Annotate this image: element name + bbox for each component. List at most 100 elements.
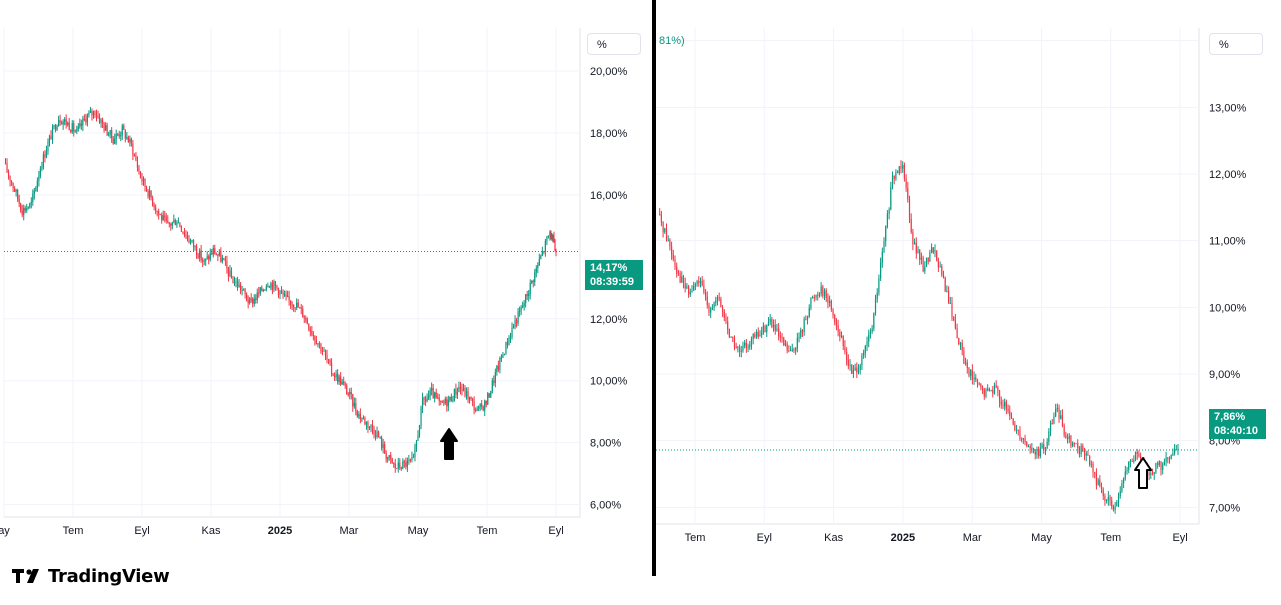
right-candle-body — [1168, 458, 1171, 460]
right-candle-body — [749, 344, 751, 347]
right-candle-body — [920, 257, 922, 260]
right-chart-canvas[interactable]: 14,00%13,00%12,00%11,00%10,00%9,00%8,00%… — [656, 0, 1281, 545]
left-chart-panel[interactable]: 20,00% 18,00% 16,00% 12,00% 10,00% 8,00% 6,00%… — [0, 0, 652, 545]
right-candle-body — [755, 331, 758, 338]
left-candle-body — [432, 388, 434, 399]
right-candle-body — [1134, 451, 1137, 461]
right-candle-body — [720, 298, 722, 308]
left-candle-body — [285, 294, 287, 297]
right-candle-body — [745, 342, 747, 349]
left-candle-body — [112, 138, 114, 144]
left-candle-body — [100, 119, 102, 123]
right-candle-body — [818, 293, 821, 296]
left-candle-body — [494, 372, 496, 383]
right-y-tick-label: 13,00% — [1209, 102, 1247, 114]
right-candle-body — [784, 343, 787, 346]
left-candle-body — [280, 290, 283, 293]
tradingview-logo[interactable]: TradingView — [12, 566, 170, 587]
left-candle-body — [468, 396, 471, 400]
left-candle-body — [139, 171, 142, 179]
right-percent-scale-button[interactable]: % — [1209, 33, 1263, 55]
left-candle-body — [38, 176, 40, 182]
right-candle-body — [954, 319, 956, 329]
left-candle-body — [438, 397, 440, 401]
left-last-price-tag: 14,17% 08:39:59 — [585, 260, 643, 290]
right-candle-body — [725, 317, 727, 322]
right-candle-body — [927, 257, 929, 262]
left-up-arrow-icon — [440, 428, 458, 460]
left-candle-body — [359, 414, 361, 420]
left-candle-body — [229, 270, 231, 277]
left-candle-body — [374, 434, 377, 437]
right-candle-body — [1165, 457, 1167, 462]
left-candle-body — [355, 402, 357, 412]
right-candle-body — [676, 266, 678, 274]
left-candle-body — [318, 343, 321, 345]
left-candle-body — [364, 418, 366, 425]
left-y-tick-label: 16,00% — [590, 190, 628, 202]
right-chart-panel[interactable]: 14,00%13,00%12,00%11,00%10,00%9,00%8,00%… — [656, 0, 1281, 545]
left-candle-body — [94, 111, 96, 116]
left-candle-body — [417, 435, 419, 441]
left-chart-canvas[interactable]: 20,00% 18,00% 16,00% 12,00% 10,00% 8,00% 6,00%… — [0, 0, 652, 545]
left-candle-body — [168, 222, 170, 225]
left-candle-body — [70, 130, 72, 132]
left-candle-body — [496, 366, 498, 373]
left-candle-body — [217, 254, 219, 256]
left-candle-body — [20, 203, 22, 211]
left-candle-body — [411, 457, 413, 460]
left-candle-body — [233, 282, 236, 284]
right-candle-body — [975, 377, 977, 380]
right-candle-body — [900, 166, 902, 169]
right-candle-body — [1039, 448, 1041, 457]
right-candle-body — [985, 389, 987, 397]
left-candle-body — [30, 201, 32, 204]
left-candle-body — [4, 163, 7, 165]
right-candle-body — [793, 349, 795, 351]
left-candle-body — [136, 160, 139, 168]
left-candle-body — [373, 429, 375, 435]
right-candle-body — [708, 304, 710, 313]
right-candle-body — [842, 335, 844, 346]
left-candle-body — [98, 116, 101, 123]
right-candle-body — [1087, 453, 1089, 456]
left-candle-body — [452, 400, 454, 402]
left-candle-body — [203, 260, 205, 262]
right-candle-body — [919, 249, 921, 260]
left-candle-body — [97, 116, 99, 118]
right-candle-body — [995, 385, 997, 388]
left-candle-body — [493, 380, 495, 383]
left-candle-body — [50, 135, 52, 140]
left-candle-body — [428, 395, 430, 398]
right-candle-body — [1072, 442, 1074, 447]
left-candle-body — [528, 293, 530, 297]
left-candle-body — [473, 401, 475, 411]
left-candle-body — [36, 181, 38, 188]
left-candle-body — [208, 256, 210, 260]
right-candle-body — [808, 307, 810, 318]
right-candle-body — [660, 214, 662, 223]
right-candle-body — [1111, 500, 1113, 507]
right-candle-body — [959, 342, 962, 345]
left-candle-body — [29, 203, 31, 208]
right-candle-body — [844, 345, 846, 352]
left-candle-body — [186, 235, 189, 240]
right-candle-body — [783, 337, 785, 346]
left-candle-body — [503, 354, 506, 356]
right-candle-body — [981, 387, 984, 390]
left-percent-scale-button[interactable]: % — [587, 33, 641, 55]
left-x-tick-label: Eyl — [548, 525, 563, 537]
left-candle-body — [259, 287, 261, 294]
left-candle-body — [165, 216, 167, 221]
left-candle-body — [554, 239, 556, 251]
left-candle-body — [370, 425, 372, 427]
right-candle-body — [1116, 502, 1118, 507]
right-candle-body — [912, 232, 914, 245]
left-candle-body — [61, 122, 63, 125]
left-candle-body — [499, 357, 501, 370]
left-candle-body — [238, 284, 240, 288]
right-candle-body — [934, 250, 936, 253]
right-candle-body — [1155, 463, 1157, 473]
right-candle-body — [1080, 445, 1082, 455]
left-candle-body — [115, 134, 117, 140]
